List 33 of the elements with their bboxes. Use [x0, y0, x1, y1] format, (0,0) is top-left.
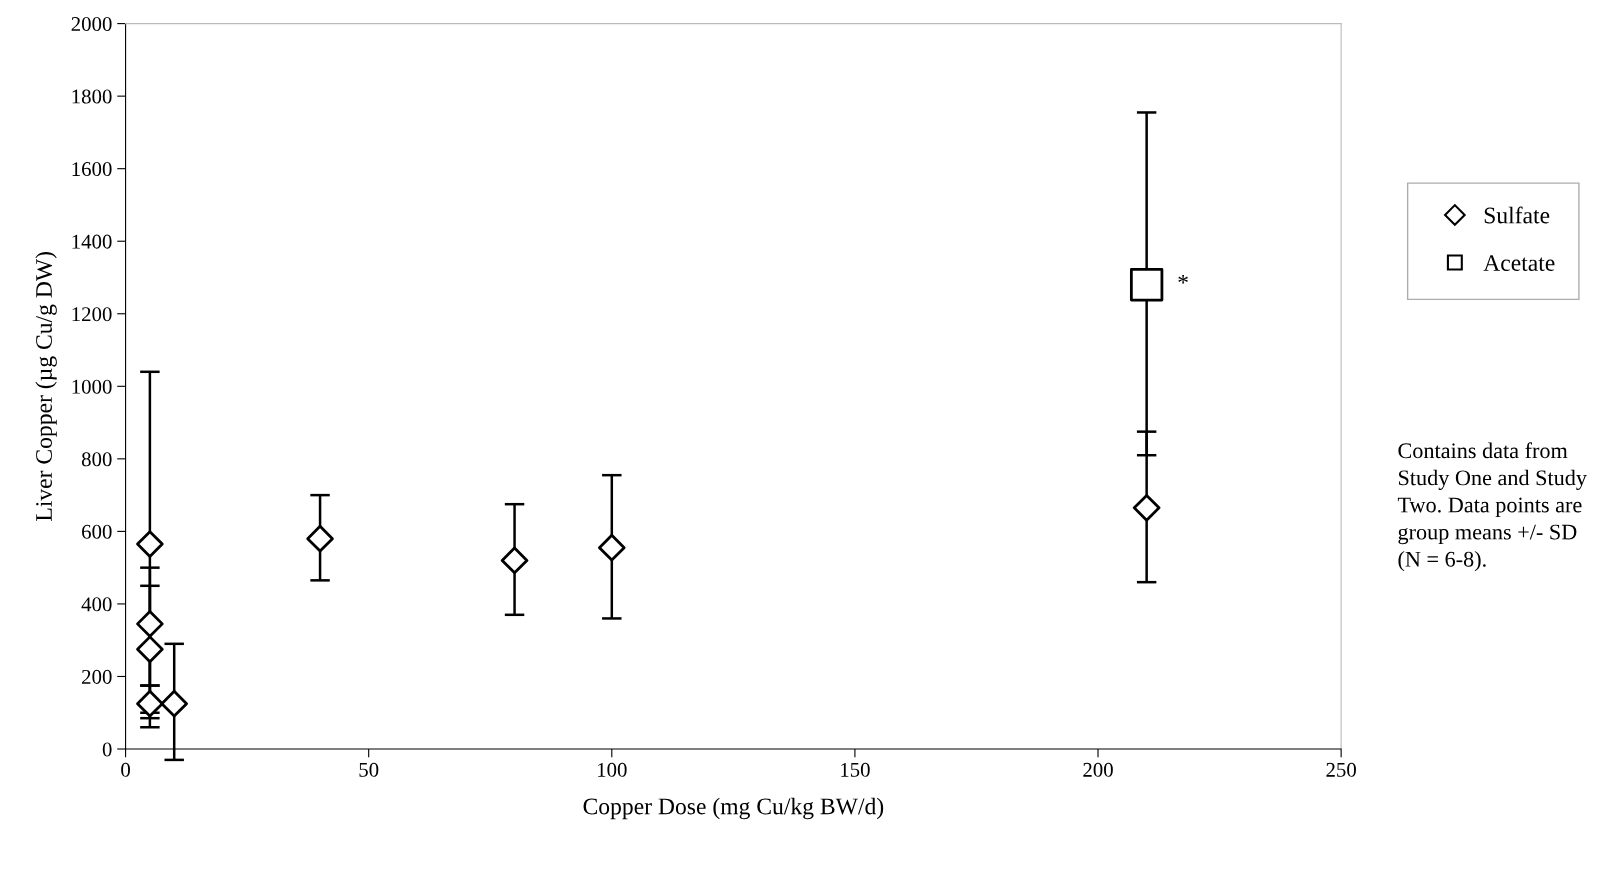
y-tick-label: 1200 — [72, 307, 112, 322]
y-tick-label: 1800 — [72, 89, 112, 104]
point — [1129, 268, 1164, 302]
x-tick-label: 50 — [359, 762, 379, 777]
x-tick-label: 0 — [121, 762, 130, 777]
y-tick-label: 0 — [102, 742, 112, 757]
y-axis-title: Liver Copper (µg Cu/g DW) — [35, 252, 57, 521]
y-tick-label: 1000 — [72, 379, 112, 394]
y-tick-label: 600 — [82, 524, 112, 539]
point — [598, 533, 626, 562]
point — [500, 546, 529, 575]
point — [136, 530, 164, 558]
y-tick-label: 800 — [81, 452, 112, 467]
y-tick-label: 1600 — [72, 162, 112, 177]
x-tick-label: 250 — [1326, 762, 1356, 777]
y-tick-label: 2000 — [71, 16, 112, 32]
point — [160, 689, 188, 718]
point — [136, 635, 164, 664]
point — [306, 524, 334, 553]
x-tick-label: 200 — [1083, 762, 1113, 777]
point — [1132, 494, 1161, 522]
text: Contains data from Study One and Study Two. Data points are group means +/- SD (N = 6-8). — [1397, 442, 1587, 572]
y-tick-label: 1400 — [72, 234, 112, 249]
point — [136, 689, 164, 718]
legend-label: Acetate — [1483, 255, 1555, 271]
legend-label: Sulfate — [1484, 206, 1550, 224]
point — [136, 610, 164, 638]
y-tick-label: 200 — [82, 669, 112, 684]
x-tick-label: 100 — [598, 762, 627, 777]
x-axis-title: Copper Dose (mg Cu/kg BW/d) — [583, 797, 884, 820]
x-tick-label: 150 — [841, 762, 870, 777]
annotation: * — [1178, 274, 1188, 284]
y-tick-label: 400 — [81, 597, 112, 612]
